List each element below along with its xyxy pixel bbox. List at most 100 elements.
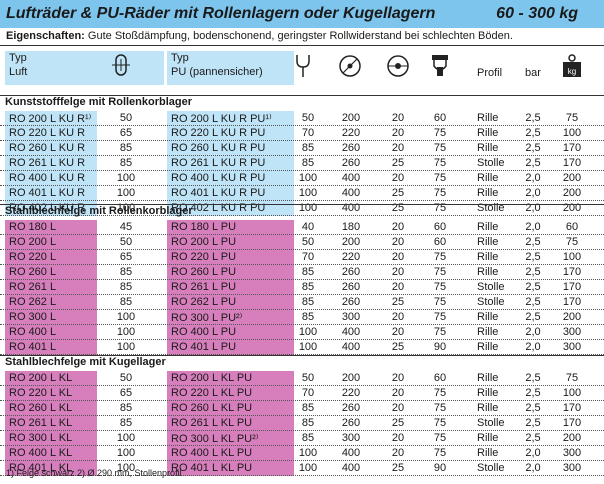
table-cell: 20 (391, 402, 405, 414)
table-cell: RO 402 L KU R PU (171, 202, 266, 214)
table-cell: RO 220 L (9, 251, 57, 263)
table-cell: 50 (119, 372, 133, 384)
table-cell: 75 (433, 187, 447, 199)
table-cell: RO 200 L (9, 236, 57, 248)
table-cell: 60 (433, 221, 447, 233)
table-cell: 200 (562, 187, 582, 199)
table-cell: 100 (116, 432, 136, 444)
row-separator (0, 415, 604, 416)
table-cell: 200 (562, 172, 582, 184)
table-row: RO 402 L KU R 100 RO 402 L KU R PU 100 400 25… (0, 201, 604, 216)
table-cell: 85 (301, 311, 315, 323)
table-cell: RO 300 L (9, 311, 57, 323)
table-cell: 20 (391, 112, 405, 124)
table-cell: Rille (477, 341, 499, 353)
table-cell: 20 (391, 266, 405, 278)
table-row: RO 400 L 100 RO 400 L PU 100 400 20 75 Rille 2,0… (0, 325, 604, 340)
table-cell: 2,0 (525, 221, 541, 233)
table-row: RO 401 L 100 RO 401 L PU 100 400 25 90 Rille 2,0… (0, 340, 604, 355)
table-cell: 200 (341, 236, 361, 248)
table-cell: 260 (341, 157, 361, 169)
table-cell: Rille (477, 387, 499, 399)
table-row: RO 200 L 50 RO 200 L PU 50 200 20 60 Rille 2,5 75 (0, 235, 604, 250)
table-cell: 20 (391, 387, 405, 399)
table-row: RO 220 L 65 RO 220 L PU 70 220 20 75 Rille 2,5 10… (0, 250, 604, 265)
col-bar: bar (525, 67, 541, 79)
table-cell: 20 (391, 127, 405, 139)
table-cell: 300 (341, 311, 361, 323)
table-cell: 100 (298, 447, 318, 459)
col-profile: Profil (477, 67, 503, 79)
load-range: 60 - 300 kg (496, 5, 578, 22)
table-cell: RO 200 L PU (171, 236, 237, 248)
table-row: RO 300 L 100 RO 300 L PU²⁾ 85 300 20 75 Rille 2,… (0, 310, 604, 325)
header-band-pu (167, 51, 294, 85)
table-row: RO 262 L 85 RO 262 L PU 85 260 25 75 Stolle 2,5 1… (0, 295, 604, 310)
table-cell: Rille (477, 326, 499, 338)
table-cell: 2,0 (525, 172, 541, 184)
table-cell: 85 (301, 417, 315, 429)
table-cell: 85 (119, 142, 133, 154)
table-cell: RO 261 L KL PU (171, 417, 253, 429)
table-cell: 300 (562, 462, 582, 474)
table-cell: 70 (301, 251, 315, 263)
table-cell: 25 (391, 462, 405, 474)
table-cell: RO 401 L KU R PU (171, 187, 266, 199)
table-cell: 220 (341, 127, 361, 139)
table-cell: 20 (391, 172, 405, 184)
table-cell: 2,5 (525, 281, 541, 293)
table-cell: Rille (477, 221, 499, 233)
table-cell: Rille (477, 112, 499, 124)
disc-icon (387, 55, 409, 77)
table-cell: RO 300 L KL PU²⁾ (171, 433, 259, 445)
table-cell: Stolle (477, 281, 505, 293)
table-cell: RO 220 L KL PU (171, 387, 253, 399)
table-cell: 75 (433, 417, 447, 429)
row-separator (0, 339, 604, 340)
table-cell: 75 (433, 281, 447, 293)
title-bar: Lufträder & PU-Räder mit Rollenlagern od… (0, 0, 604, 28)
table-cell: 2,0 (525, 326, 541, 338)
properties-line: Eigenschaften: Gute Stoßdämpfung, bodens… (6, 30, 513, 42)
table-cell: 85 (119, 157, 133, 169)
table-cell: 100 (116, 311, 136, 323)
table-cell: 100 (298, 341, 318, 353)
table-cell: 75 (433, 447, 447, 459)
table-cell: 400 (341, 341, 361, 353)
table-cell: 75 (433, 251, 447, 263)
band-luft-types (5, 371, 97, 476)
table-cell: RO 200 L KU R¹⁾ (9, 113, 92, 125)
table-cell: Stolle (477, 202, 505, 214)
weight-kg-icon: kg (563, 54, 581, 77)
col-type-luft-1: Typ (9, 52, 27, 64)
band-luft-types (5, 111, 97, 216)
table-cell: 20 (391, 311, 405, 323)
table-cell: RO 260 L KU R (9, 142, 86, 154)
col-type-luft-2: Luft (9, 66, 28, 78)
table-cell: RO 261 L KL (9, 417, 73, 429)
properties-label: Eigenschaften: (6, 30, 85, 42)
col-type-pu-2: PU (pannensicher) (171, 66, 263, 78)
table-cell: 180 (341, 221, 361, 233)
row-separator (0, 294, 604, 295)
table-cell: Rille (477, 127, 499, 139)
table-cell: 260 (341, 296, 361, 308)
table-cell: 85 (301, 266, 315, 278)
table-cell: 25 (391, 157, 405, 169)
table-cell: 100 (298, 172, 318, 184)
table-cell: 25 (391, 417, 405, 429)
table-cell: 100 (562, 387, 582, 399)
table-cell: 2,5 (525, 251, 541, 263)
divider (0, 45, 604, 46)
table-cell: 100 (116, 462, 136, 474)
table-cell: RO 300 L PU²⁾ (171, 312, 243, 324)
table-cell: 75 (565, 236, 579, 248)
table-cell: RO 400 L KU R PU (171, 172, 266, 184)
table-cell: Stolle (477, 296, 505, 308)
table-cell: 85 (119, 281, 133, 293)
row-separator (0, 170, 604, 171)
table-cell: 85 (119, 296, 133, 308)
wheel-width-icon (339, 55, 361, 77)
table-cell: 400 (341, 326, 361, 338)
row-separator (0, 200, 604, 201)
